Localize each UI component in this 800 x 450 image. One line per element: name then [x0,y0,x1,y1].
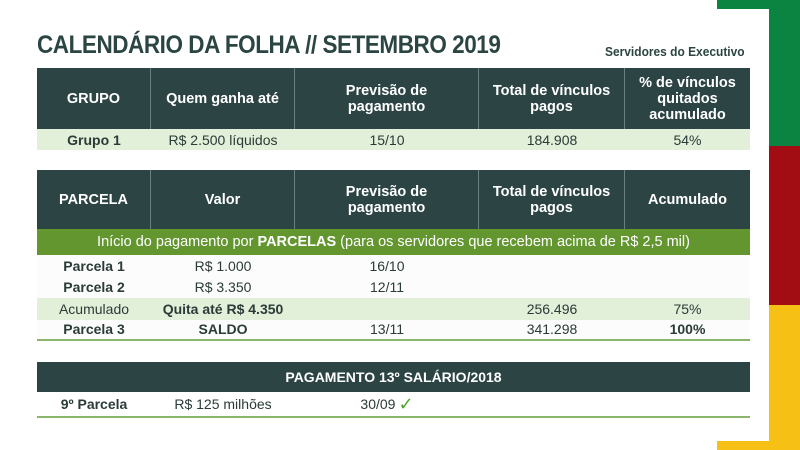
cell-valor: R$ 125 milhões [174,396,272,412]
header-pct: % de vínculos quitados acumulado [625,68,750,129]
page-title: CALENDÁRIO DA FOLHA // SETEMBRO 2019 [37,31,501,59]
decor-bar-green [769,0,800,146]
cell-acumulado [625,255,750,277]
cell-parcela: Parcela 2 [63,279,125,296]
cell-previsao: 12/11 [370,279,404,296]
decor-bar-red [769,146,800,305]
header-quem-ganha: Quem ganha até [151,68,295,129]
cell-total: 184.908 [526,131,578,148]
band-suffix: (para os servidores que recebem acima de… [336,234,690,250]
band-prefix: Início do pagamento por [97,234,258,250]
cell-valor: R$ 1.000 [194,257,252,274]
header-previsao-label: Previsão de pagamento [345,183,428,216]
header-total: Total de vínculos pagos [479,170,625,229]
cell-parcela: Parcela 3 [63,321,125,338]
cell-previsao-date: 30/09 [360,396,396,412]
cell-acumulado [625,277,750,299]
band-bold: PARCELAS [257,234,337,250]
table-row: Acumulado Quita até R$ 4.350 256.496 75% [37,298,750,320]
cell-valor: R$ 3.350 [194,279,252,296]
cell-total [479,277,625,299]
decor-bar-yellow [769,305,800,450]
cell-total [479,255,625,277]
header-total: Total de vínculos pagos [479,68,625,129]
thirteenth-salary-table: PAGAMENTO 13º SALÁRIO/2018 9º Parcela R$… [37,362,750,418]
cell-acumulado: 100% [669,321,706,338]
header-acumulado: Acumulado [625,170,750,229]
groups-table: GRUPO Quem ganha até Previsão de pagamen… [37,68,750,150]
cell-parcela: 9º Parcela [60,396,128,412]
installments-table: PARCELA Valor Previsão de pagamento Tota… [37,170,750,341]
table-header: PAGAMENTO 13º SALÁRIO/2018 [37,362,750,392]
page-subtitle: Servidores do Executivo [605,44,745,59]
cell-parcela: Parcela 1 [63,257,125,274]
decor-bar-yellow-bottom [717,441,769,450]
cell-previsao: 16/10 [369,257,405,274]
table-row: Parcela 2 R$ 3.350 12/11 [37,276,750,299]
table-row: Grupo 1 R$ 2.500 líquidos 15/10 184.908 … [37,129,750,150]
cell-valor: SALDO [198,321,248,338]
table-row: 9º Parcela R$ 125 milhões 30/09 ✓ [37,392,750,418]
header-pct-label: % de vínculos quitados acumulado [639,74,736,123]
table-header: GRUPO Quem ganha até Previsão de pagamen… [37,68,750,129]
header-total-label: Total de vínculos pagos [492,183,611,216]
cell-previsao: 30/09 ✓ [295,392,479,416]
cell-parcela: Acumulado [58,300,130,317]
cell-grupo: Grupo 1 [67,131,121,148]
cell-acumulado: 75% [673,300,702,317]
header-previsao: Previsão de pagamento [295,68,479,129]
cell-previsao: 13/11 [370,321,404,338]
cell-previsao: 15/10 [369,131,405,148]
cell-previsao [295,298,479,320]
cell-quem-ganha: R$ 2.500 líquidos [168,131,278,148]
header-parcela: PARCELA [37,170,151,229]
cell-total: 256.496 [526,300,578,317]
header-valor: Valor [151,170,295,229]
header-previsao-label: Previsão de pagamento [345,82,428,115]
cell-valor: Quita até R$ 4.350 [162,300,284,317]
table-row: Parcela 3 SALDO 13/11 341.298 100% [37,319,750,341]
table-row: Parcela 1 R$ 1.000 16/10 [37,255,750,277]
cell-total: 341.298 [526,321,578,338]
check-icon: ✓ [398,393,414,414]
header-previsao: Previsão de pagamento [295,170,479,229]
header-total-label: Total de vínculos pagos [492,82,611,115]
installments-band: Início do pagamento por PARCELAS (para o… [37,229,750,255]
cell-pct: 54% [673,131,702,148]
decor-bar-green-top [717,0,800,9]
header-grupo: GRUPO [37,68,151,129]
table-header: PARCELA Valor Previsão de pagamento Tota… [37,170,750,229]
